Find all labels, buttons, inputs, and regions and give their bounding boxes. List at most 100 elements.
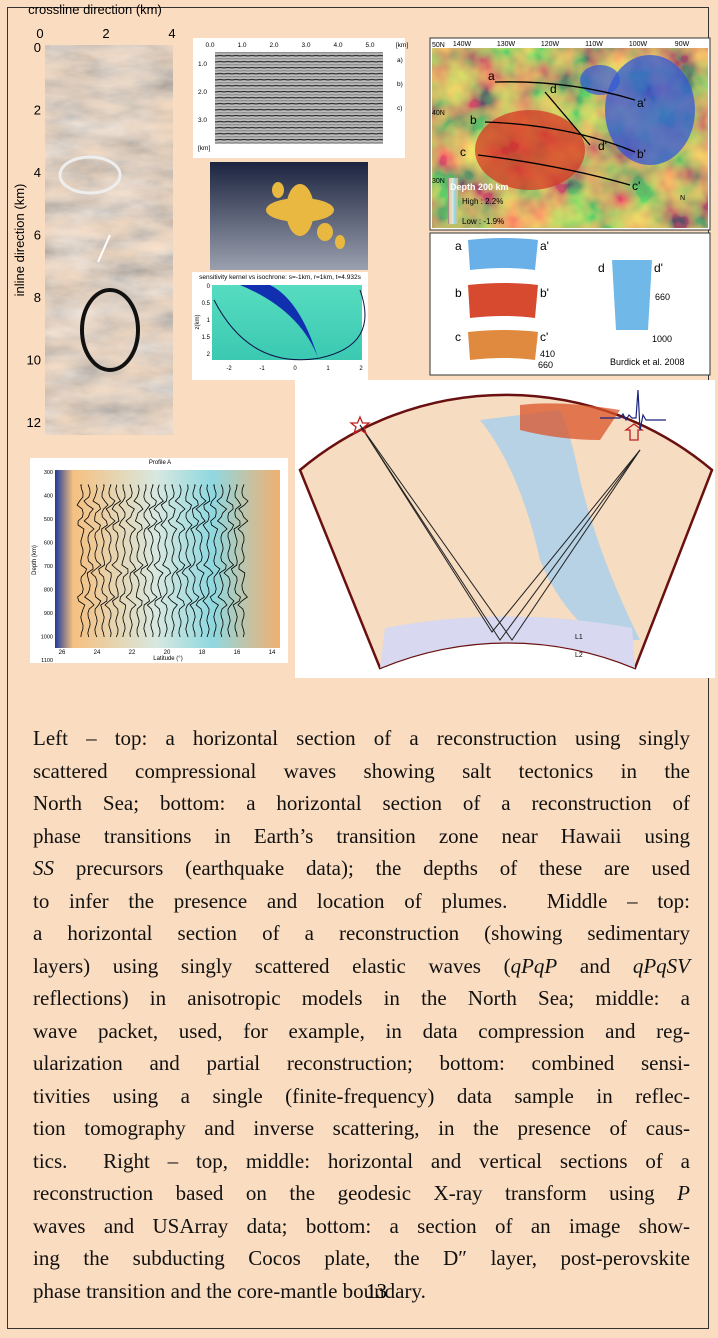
caption-line: to infer the presence and location of pl…: [33, 885, 690, 918]
caption-text: ing the subducting Cocos plate, the D″ l…: [33, 1246, 690, 1270]
caption-text: phase transitions in Earth’s transition …: [33, 824, 690, 848]
layer-label: L1: [575, 634, 583, 641]
lon-label: 120W: [541, 41, 560, 48]
axis-title: Depth (km): [32, 545, 38, 575]
tick-label: 300: [44, 470, 53, 476]
caption-line: reflections) in anisotropic models in th…: [33, 982, 690, 1015]
page-number: 13: [366, 1279, 387, 1304]
depth-label: 1000: [652, 334, 672, 344]
tick-label: 4.0: [333, 42, 342, 49]
caption-text: tion tomography and inverse scattering, …: [33, 1116, 690, 1140]
tick-label: 2: [102, 26, 109, 41]
section-label: a': [540, 239, 549, 253]
section-label: a: [455, 239, 462, 253]
plot-title: Profile A: [149, 460, 171, 466]
caption-line: ing the subducting Cocos plate, the D″ l…: [33, 1242, 690, 1275]
caption-text: qPqSV: [633, 954, 690, 978]
caption-text: reconstruction based on the geodesic X-r…: [33, 1181, 677, 1205]
caption-line: a horizontal section of a reconstruction…: [33, 917, 690, 950]
tick-label: 800: [44, 588, 53, 594]
profile-label: c: [460, 145, 466, 159]
depth-label: 410: [540, 349, 555, 359]
tick-label: 700: [44, 564, 53, 570]
caption-text: Left – top: a horizontal section of a re…: [33, 726, 690, 750]
tick-label: 0: [36, 26, 43, 41]
profile-label: a': [637, 96, 646, 110]
tick-label: 4: [168, 26, 175, 41]
caption-text: precursors (earthquake data); the depths…: [54, 856, 690, 880]
tick-label: -2: [226, 366, 232, 372]
layer-image: [215, 52, 383, 144]
caption-line: waves and USArray data; bottom: a sectio…: [33, 1210, 690, 1243]
caption-line: phase transitions in Earth’s transition …: [33, 820, 690, 853]
lon-label: 140W: [453, 41, 472, 48]
caption-text: SS: [33, 856, 54, 880]
anomaly: [605, 55, 695, 165]
figure-collage: crossline direction (km) inline directio…: [0, 0, 718, 700]
tick-label: [km]: [396, 42, 408, 49]
profile-label: d: [550, 82, 557, 96]
caption-line: tics. Right – top, middle: horizontal an…: [33, 1145, 690, 1178]
tick-label: 1.0: [198, 61, 207, 68]
section-label: c': [540, 330, 548, 344]
lon-label: 100W: [629, 41, 648, 48]
tick-label: 600: [44, 541, 53, 547]
lon-label: 130W: [497, 41, 516, 48]
tick-label: 12: [27, 415, 41, 430]
tick-label: 6: [34, 228, 41, 243]
kernel-image: [212, 285, 362, 360]
tick-label: 16: [234, 650, 241, 656]
axis-title: crossline direction (km): [28, 2, 162, 17]
caption-text: tics. Right – top, middle: horizontal an…: [33, 1149, 690, 1173]
tick-label: 18: [199, 650, 206, 656]
caption-line: tivities using a single (finite-frequenc…: [33, 1080, 690, 1113]
caption-text: reflections) in anisotropic models in th…: [33, 986, 690, 1010]
tick-label: 1.5: [202, 335, 211, 341]
tick-label: 8: [34, 290, 41, 305]
section-label: d': [654, 261, 663, 275]
legend-label: Low : -1.9%: [462, 217, 504, 226]
caption-text: North Sea; bottom: a horizontal section …: [33, 791, 690, 815]
credit: Burdick et al. 2008: [610, 357, 685, 367]
depth-label: 660: [655, 292, 670, 302]
section-label: b': [540, 286, 549, 300]
page: crossline direction (km) inline directio…: [0, 0, 718, 1338]
tick-label: 4: [34, 165, 41, 180]
lat-label: 30N: [432, 178, 445, 185]
legend-title: Depth 200 km: [450, 182, 509, 192]
caption-text: P: [677, 1181, 690, 1205]
section-label: b: [455, 286, 462, 300]
caption-line: North Sea; bottom: a horizontal section …: [33, 787, 690, 820]
tick-label: 1000: [41, 635, 53, 641]
tick-label: 1.0: [237, 42, 246, 49]
tick-label: 0.5: [202, 301, 211, 307]
profile-label: b: [470, 113, 477, 127]
caption-text: layers) using singly scattered elastic w…: [33, 954, 511, 978]
tick-label: 900: [44, 611, 53, 617]
layer-label: L2: [575, 652, 583, 659]
tick-label: 500: [44, 517, 53, 523]
tick-label: 3.0: [198, 117, 207, 124]
caption-text: wave packet, used, for example, in data …: [33, 1019, 690, 1043]
seismic-image: [45, 45, 173, 435]
caption-text: to infer the presence and location of pl…: [33, 889, 690, 913]
marker-label: b): [397, 81, 403, 88]
tick-label: 0.0: [205, 42, 214, 49]
tick-label: 0: [34, 40, 41, 55]
profile-label: a: [488, 69, 495, 83]
marker-label: c): [397, 105, 402, 112]
plot-title: sensitivity kernel vs isochrone: s=-1km,…: [199, 274, 361, 281]
caption-line: scattered compressional waves showing sa…: [33, 755, 690, 788]
caption-text: tivities using a single (finite-frequenc…: [33, 1084, 690, 1108]
legend-label: High : 2.2%: [462, 197, 503, 206]
tick-label: 5.0: [365, 42, 374, 49]
caption-line: tion tomography and inverse scattering, …: [33, 1112, 690, 1145]
tick-label: 14: [269, 650, 276, 656]
caption-line: wave packet, used, for example, in data …: [33, 1015, 690, 1048]
axis-title: Latitude (°): [153, 656, 182, 662]
tick-label: 400: [44, 494, 53, 500]
caption: Left – top: a horizontal section of a re…: [33, 722, 690, 1307]
lon-label: 110W: [585, 41, 603, 48]
section-label: c: [455, 330, 461, 344]
profile-label: b': [637, 147, 646, 161]
